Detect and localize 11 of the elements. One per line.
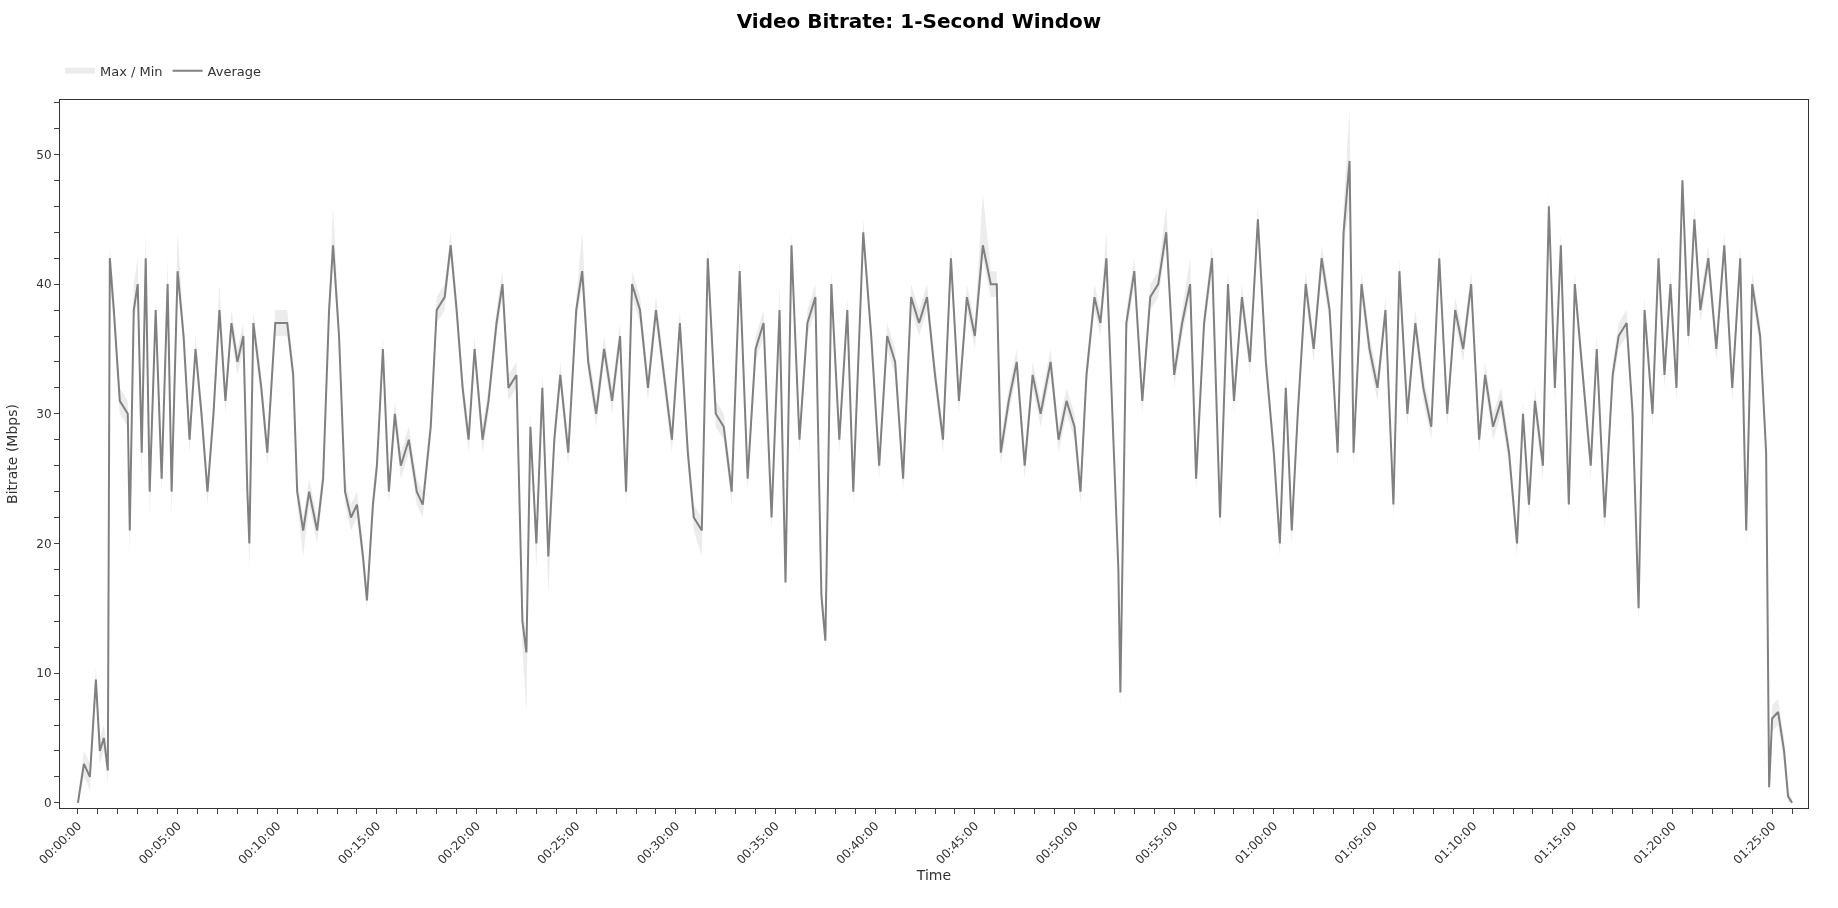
legend-label: Average (207, 63, 261, 79)
y-axis-title: Bitrate (Mbps) (3, 404, 20, 504)
y-tick-label: 40 (36, 277, 52, 292)
y-tick-label: 30 (36, 407, 52, 421)
y-tick-label: 20 (36, 536, 52, 551)
y-tick-label: 10 (36, 666, 52, 681)
y-tick-label: 50 (36, 147, 52, 162)
x-axis-title: Time (915, 867, 952, 884)
y-tick-label: 0 (43, 796, 52, 811)
chart-title: Video Bitrate: 1-Second Window (736, 8, 1102, 33)
legend-entry-max-min-band: Max / Min (65, 63, 163, 79)
